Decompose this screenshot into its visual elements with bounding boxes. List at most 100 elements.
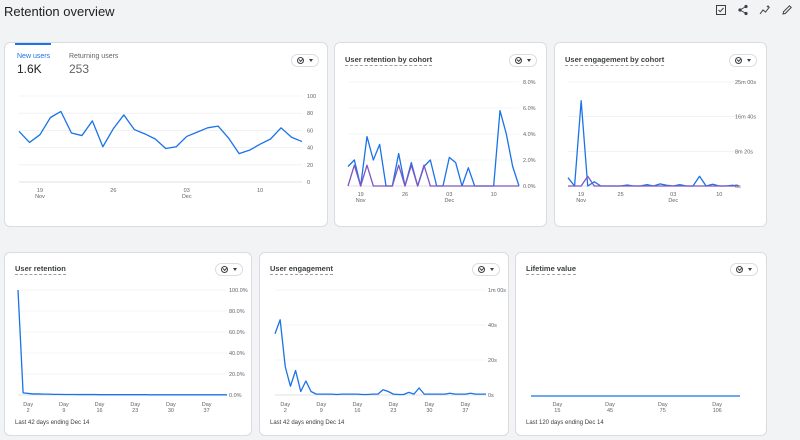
- insights-icon[interactable]: [758, 3, 772, 17]
- x-tick-sublabel: 15: [554, 408, 560, 414]
- x-tick-sublabel: 16: [96, 408, 102, 414]
- cohort-engagement-card: User engagement by cohort 25m 00s 16m 40s…: [554, 42, 767, 227]
- check-circle-icon: [478, 266, 486, 273]
- x-tick-label: Day: [23, 402, 33, 408]
- compare-button[interactable]: [729, 54, 757, 67]
- date-range-footnote: Last 42 days ending Dec 14: [270, 420, 345, 426]
- card-title: User retention: [15, 264, 66, 275]
- x-tick-label: Day: [95, 402, 105, 408]
- users-card: New users 1.6K Returning users 253 100 80…: [4, 42, 328, 227]
- tab-new-users[interactable]: New users 1.6K: [17, 53, 50, 76]
- x-tick-label: 26: [402, 192, 408, 198]
- x-tick-label: 25: [618, 192, 624, 198]
- engagement-card: User engagement 1m 00s 40s 20s 0s Day 2 Day 9 Da…: [259, 252, 509, 436]
- compare-button[interactable]: [215, 263, 243, 276]
- y-tick-label: 80.0%: [229, 309, 245, 315]
- x-tick-label: Day: [59, 402, 69, 408]
- series-line: [274, 319, 486, 396]
- x-tick-sublabel: 9: [62, 408, 65, 414]
- x-tick-sublabel: 23: [390, 408, 396, 414]
- y-tick-label: 8.0%: [523, 80, 536, 86]
- x-tick-label: 03: [670, 192, 676, 198]
- x-tick-label: 26: [110, 188, 116, 194]
- check-circle-icon: [735, 57, 743, 64]
- x-tick-label: Day: [202, 402, 212, 408]
- x-tick-label: Day: [424, 402, 434, 408]
- engagement-line-chart: 1m 00s40s20s0sDay2Day9Day16Day23Day30Day…: [274, 288, 506, 414]
- tab-value: 253: [69, 62, 90, 76]
- x-tick-label: Day: [552, 402, 562, 408]
- card-title: User engagement by cohort: [565, 55, 665, 66]
- retention-card: User retention 100.0% 80.0% 60.0% 40.0% 20.0…: [4, 252, 252, 436]
- series-line: [18, 110, 303, 155]
- y-tick-label: 25m 00s: [735, 80, 756, 86]
- x-tick-label: 19: [37, 188, 43, 194]
- card-title: User engagement: [270, 264, 333, 275]
- x-tick-label: Day: [166, 402, 176, 408]
- series-line: [567, 100, 740, 187]
- y-tick-label: 0s: [488, 393, 494, 399]
- x-tick-label: Day: [130, 402, 140, 408]
- x-tick-sublabel: 30: [168, 408, 174, 414]
- check-circle-icon: [515, 57, 523, 64]
- compare-button[interactable]: [291, 54, 319, 67]
- date-range-footnote: Last 120 days ending Dec 14: [526, 420, 604, 426]
- x-tick-label: Day: [316, 402, 326, 408]
- x-tick-sublabel: 106: [713, 408, 722, 414]
- y-tick-label: 60.0%: [229, 330, 245, 336]
- x-tick-label: Day: [280, 402, 290, 408]
- y-tick-label: 0: [307, 180, 310, 186]
- page-title: Retention overview: [4, 4, 115, 19]
- x-tick-sublabel: Nov: [356, 198, 366, 204]
- x-tick-label: Day: [658, 402, 668, 408]
- y-tick-label: 40s: [488, 323, 497, 329]
- compare-button[interactable]: [730, 263, 758, 276]
- series-line: [347, 164, 519, 187]
- x-tick-label: Day: [605, 402, 615, 408]
- x-tick-label: 19: [578, 192, 584, 198]
- tab-returning-users[interactable]: Returning users 253: [69, 53, 118, 76]
- y-tick-label: 60: [307, 128, 313, 134]
- x-tick-sublabel: 9: [320, 408, 323, 414]
- chevron-down-icon: [746, 59, 751, 62]
- tab-value: 1.6K: [17, 62, 42, 76]
- y-tick-label: 40: [307, 146, 313, 152]
- x-tick-label: 10: [716, 192, 722, 198]
- y-tick-label: 20.0%: [229, 372, 245, 378]
- x-tick-sublabel: Nov: [576, 198, 586, 204]
- y-tick-label: 20: [307, 163, 313, 169]
- x-tick-label: Day: [461, 402, 471, 408]
- share-icon[interactable]: [736, 3, 750, 17]
- chevron-down-icon: [308, 59, 313, 62]
- x-tick-label: Day: [712, 402, 722, 408]
- y-tick-label: 2.0%: [523, 158, 536, 164]
- chevron-down-icon: [747, 268, 752, 271]
- chevron-down-icon: [489, 268, 494, 271]
- y-tick-label: 100.0%: [229, 288, 248, 294]
- y-tick-label: 100: [307, 94, 316, 100]
- series-line: [17, 289, 227, 396]
- x-tick-label: 03: [184, 188, 190, 194]
- x-tick-label: 19: [358, 192, 364, 198]
- retention-line-chart: 100.0%80.0%60.0%40.0%20.0%0.0%Day2Day9Da…: [17, 288, 248, 414]
- y-tick-label: 0.0%: [229, 393, 242, 399]
- x-tick-sublabel: 2: [284, 408, 287, 414]
- card-title: Lifetime value: [526, 264, 577, 275]
- date-range-footnote: Last 42 days ending Dec 14: [15, 420, 90, 426]
- x-tick-sublabel: Dec: [668, 198, 678, 204]
- x-tick-sublabel: Nov: [35, 194, 45, 200]
- y-tick-label: 16m 40s: [735, 115, 756, 121]
- report-icon[interactable]: [714, 3, 728, 17]
- cohort-retention-card: User retention by cohort 8.0% 6.0% 4.0% 2.0…: [334, 42, 547, 227]
- compare-button[interactable]: [509, 54, 537, 67]
- compare-button[interactable]: [472, 263, 500, 276]
- x-tick-sublabel: 30: [426, 408, 432, 414]
- edit-icon[interactable]: [780, 3, 794, 17]
- check-circle-icon: [736, 266, 744, 273]
- series-line: [347, 109, 520, 187]
- check-circle-icon: [297, 57, 305, 64]
